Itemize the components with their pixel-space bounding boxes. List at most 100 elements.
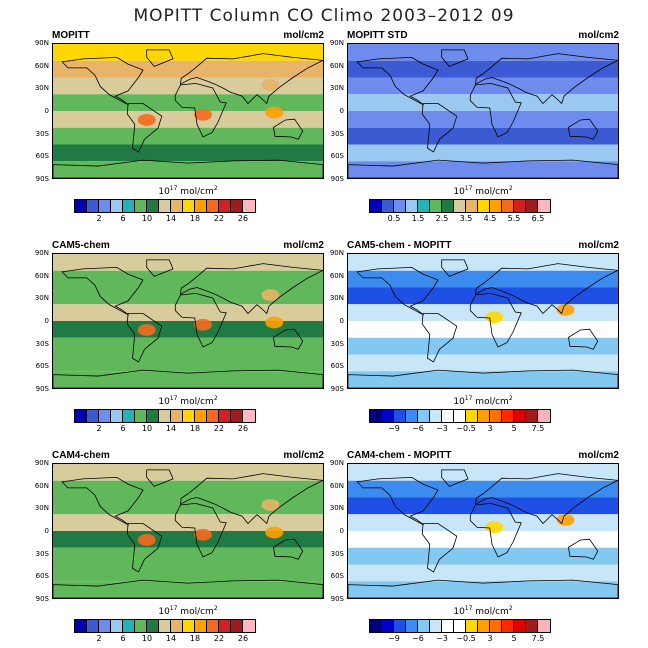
colorbar-box xyxy=(123,200,135,212)
map-panel: CAM5-chem mol/cm2 90N 60N 30N 0 30S 60S 90S 1017 … xyxy=(35,240,324,438)
latitude-tick-label: 60S xyxy=(35,572,49,581)
colorbar-box xyxy=(526,200,538,212)
latitude-tick-label: 0 xyxy=(339,107,344,115)
map-frame xyxy=(52,43,324,179)
colorbar-box xyxy=(195,620,207,632)
latitude-tick-label: 0 xyxy=(339,317,344,325)
coastline-greenland xyxy=(146,49,174,67)
latitude-band xyxy=(53,354,323,372)
units-text: mol/cm xyxy=(472,397,509,407)
colorbar-box xyxy=(159,410,171,422)
colorbar-tick-label: 0.5 xyxy=(387,214,401,223)
map-panel: CAM4-chem mol/cm2 90N 60N 30N 0 30S 60S 90S 1017 … xyxy=(35,450,324,648)
colorbar-tick-label: 7.5 xyxy=(531,634,545,643)
colorbar-box xyxy=(442,200,454,212)
map-frame xyxy=(347,253,619,389)
map-panel: CAM5-chem - MOPITT mol/cm2 90N 60N 30N 0 30S 60… xyxy=(330,240,619,438)
colorbar-box xyxy=(502,620,514,632)
colorbar-box xyxy=(478,200,490,212)
latitude-tick-label: 60N xyxy=(34,61,49,70)
colorbar-box xyxy=(195,410,207,422)
colorbar-box xyxy=(87,620,99,632)
colorbar-tick-label: 5.5 xyxy=(507,214,521,223)
colorbar-box xyxy=(183,410,195,422)
panel-title: CAM5-chem - MOPITT xyxy=(347,240,452,251)
colorbar-tick-label: 2 xyxy=(96,214,102,223)
colorbar-box xyxy=(406,410,418,422)
latitude-tick-label: 90N xyxy=(329,39,344,47)
colorbar-box xyxy=(502,410,514,422)
hotspot xyxy=(556,303,575,316)
hotspot xyxy=(137,534,156,546)
colorbar-tick-label: 14 xyxy=(165,634,177,643)
units-text: mol/cm xyxy=(177,607,214,617)
colorbar-box xyxy=(514,620,526,632)
coastline-australia xyxy=(568,538,599,560)
colorbar-box xyxy=(231,200,243,212)
coastline-greenland xyxy=(441,259,469,277)
latitude-tick-label: 30N xyxy=(329,294,344,303)
colorbar-tick-label: 1.5 xyxy=(411,214,425,223)
units-text: mol/cm xyxy=(472,607,509,617)
latitude-band xyxy=(53,531,323,548)
coastline-north-america xyxy=(356,477,439,526)
map-plot xyxy=(348,254,618,388)
latitude-band xyxy=(53,480,323,498)
latitude-band xyxy=(348,514,618,531)
latitude-tick-label: 0 xyxy=(339,527,344,535)
colorbar-units: 1017 mol/cm2 xyxy=(52,185,324,197)
latitude-band xyxy=(53,304,323,321)
colorbar-units: 1017 mol/cm2 xyxy=(347,395,619,407)
colorbar-box xyxy=(538,410,550,422)
colorbar-tick-label: 2 xyxy=(96,634,102,643)
latitude-band xyxy=(348,564,618,582)
panel-unit: mol/cm2 xyxy=(283,240,324,251)
latitude-band xyxy=(348,270,618,288)
latitude-band xyxy=(348,371,618,388)
coastline-greenland xyxy=(146,469,174,487)
map-panel: MOPITT STD mol/cm2 90N 60N 30N 0 30S 60S 90S 1017… xyxy=(330,30,619,228)
colorbar-box xyxy=(87,410,99,422)
colorbar-box xyxy=(382,410,394,422)
latitude-tick-label: 90N xyxy=(329,459,344,467)
colorbar-box xyxy=(159,620,171,632)
colorbar-box xyxy=(490,620,502,632)
colorbar xyxy=(74,619,256,633)
colorbar xyxy=(74,199,256,213)
colorbar-box xyxy=(147,200,159,212)
colorbar-box xyxy=(171,620,183,632)
latitude-tick-label: 60N xyxy=(329,481,344,490)
hotspot xyxy=(261,289,280,301)
coastline-greenland xyxy=(146,259,174,277)
colorbar-box xyxy=(382,200,394,212)
latitude-tick-label: 30N xyxy=(34,84,49,93)
colorbar-tick-label: 6.5 xyxy=(531,214,545,223)
colorbar-tick-label: 3.5 xyxy=(459,214,473,223)
latitude-tick-label: 60N xyxy=(329,271,344,280)
units-base: 10 xyxy=(158,607,170,617)
latitude-band xyxy=(53,287,323,305)
coastline-south-america xyxy=(126,313,163,363)
colorbar-box xyxy=(147,410,159,422)
panel-unit: mol/cm2 xyxy=(578,450,619,461)
colorbar-box xyxy=(406,200,418,212)
hotspot xyxy=(194,318,212,331)
latitude-tick-label: 90S xyxy=(330,595,344,603)
hotspot xyxy=(261,79,280,91)
coastline-greenland xyxy=(441,469,469,487)
colorbar-box xyxy=(466,200,478,212)
colorbar-tick-label: 5 xyxy=(511,424,517,433)
coastline-greenland xyxy=(441,49,469,67)
latitude-band xyxy=(53,581,323,598)
map-frame xyxy=(347,463,619,599)
colorbar-box xyxy=(123,410,135,422)
colorbar-box xyxy=(75,410,87,422)
colorbar-box xyxy=(526,620,538,632)
colorbar-units: 1017 mol/cm2 xyxy=(347,185,619,197)
colorbar-box xyxy=(123,620,135,632)
latitude-band xyxy=(53,144,323,162)
colorbar xyxy=(369,199,551,213)
coastline-africa xyxy=(469,503,522,558)
colorbar-box xyxy=(87,200,99,212)
colorbar-box xyxy=(538,620,550,632)
